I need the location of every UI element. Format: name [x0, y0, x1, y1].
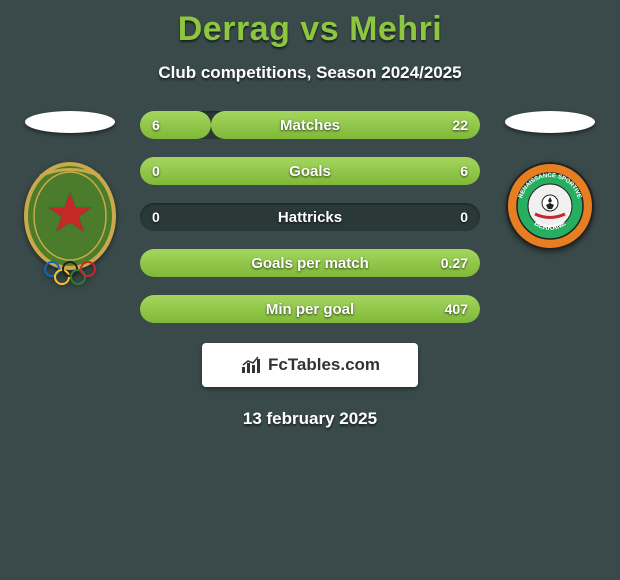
page-title: Derrag vs Mehri [178, 10, 443, 49]
team-right-crest: RENAISSANCE SPORTIVE BERKANE [505, 161, 595, 251]
stat-bar: 0 Goals 6 [140, 157, 480, 185]
subtitle: Club competitions, Season 2024/2025 [158, 63, 461, 83]
player-left-photo-placeholder [25, 111, 115, 133]
stat-fill-left [140, 111, 211, 139]
brand-badge[interactable]: FcTables.com [202, 343, 418, 387]
stat-value-left: 0 [152, 163, 160, 179]
left-column [10, 111, 130, 291]
stat-value-left: 6 [152, 117, 160, 133]
team-left-crest [20, 161, 120, 291]
right-column: RENAISSANCE SPORTIVE BERKANE [490, 111, 610, 251]
stat-label: Hattricks [278, 209, 342, 226]
stat-label: Goals [289, 163, 331, 180]
stat-label: Matches [280, 117, 340, 134]
stat-value-left: 0 [152, 209, 160, 225]
stat-bar: 6 Matches 22 [140, 111, 480, 139]
stat-bar: Goals per match 0.27 [140, 249, 480, 277]
date-text: 13 february 2025 [243, 409, 377, 429]
stat-bar: Min per goal 407 [140, 295, 480, 323]
stat-value-right: 22 [452, 117, 468, 133]
stat-label: Min per goal [266, 301, 354, 318]
stat-label: Goals per match [251, 255, 369, 272]
brand-text: FcTables.com [268, 355, 380, 375]
stat-value-right: 0 [460, 209, 468, 225]
stat-value-right: 6 [460, 163, 468, 179]
stat-fill-right [211, 111, 480, 139]
stat-bar: 0 Hattricks 0 [140, 203, 480, 231]
main-row: 6 Matches 22 0 Goals 6 0 Hattricks 0 Goals per ma… [0, 111, 620, 323]
stat-value-right: 407 [445, 301, 468, 317]
stats-column: 6 Matches 22 0 Goals 6 0 Hattricks 0 Goals per ma… [130, 111, 490, 323]
player-right-photo-placeholder [505, 111, 595, 133]
brand-chart-icon [240, 355, 264, 375]
stat-value-right: 0.27 [441, 255, 468, 271]
